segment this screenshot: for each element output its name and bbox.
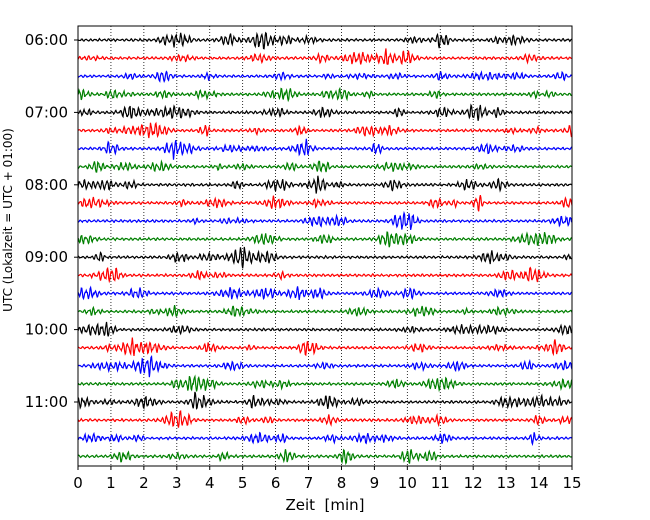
- x-tick-label: 14: [530, 474, 549, 492]
- trace-1145: [77, 448, 573, 466]
- x-tick-label: 15: [562, 474, 581, 492]
- plot-frame: [77, 25, 573, 467]
- trace-0715: [77, 121, 573, 139]
- trace-0945: [77, 304, 573, 318]
- trace-0700: [77, 103, 573, 121]
- trace-1015: [77, 337, 573, 357]
- trace-0730: [77, 138, 573, 160]
- trace-0930: [77, 285, 573, 301]
- x-tick-label: 8: [337, 474, 347, 492]
- x-tick-label: 1: [106, 474, 116, 492]
- x-tick-label: 2: [139, 474, 149, 492]
- trace-1030: [77, 355, 573, 378]
- y-tick-label: 06:00: [25, 31, 68, 49]
- trace-0600: [77, 31, 573, 50]
- x-tick-label: 5: [238, 474, 248, 492]
- seismic-traces: [77, 31, 573, 466]
- x-tick-label: 10: [398, 474, 417, 492]
- y-tick-label: 10:00: [25, 321, 68, 339]
- y-axis-ticks: 06:00 07:00 08:00 09:00 10:00 11:00: [25, 31, 78, 411]
- x-tick-label: 0: [73, 474, 83, 492]
- trace-0800: [77, 175, 573, 194]
- x-tick-label: 9: [370, 474, 380, 492]
- y-tick-label: 07:00: [25, 103, 68, 121]
- y-tick-label: 08:00: [25, 176, 68, 194]
- trace-0745: [77, 159, 573, 173]
- trace-0615: [77, 48, 573, 66]
- trace-0630: [77, 70, 573, 84]
- trace-0845: [77, 231, 573, 248]
- trace-0830: [77, 210, 573, 230]
- y-tick-label: 09:00: [25, 248, 68, 266]
- x-tick-label: 4: [205, 474, 215, 492]
- grid-lines: [110, 26, 540, 466]
- y-tick-label: 11:00: [25, 393, 68, 411]
- y-axis-label: UTC (Lokalzeit = UTC + 01:00): [1, 128, 15, 312]
- x-tick-label: 3: [172, 474, 182, 492]
- x-tick-label: 6: [271, 474, 281, 492]
- trace-1115: [77, 410, 573, 428]
- trace-1100: [77, 391, 573, 410]
- x-tick-label: 12: [464, 474, 483, 492]
- trace-1130: [77, 431, 573, 447]
- trace-0900: [77, 246, 573, 269]
- x-tick-label: 7: [304, 474, 314, 492]
- x-axis-label: Zeit [min]: [285, 496, 364, 514]
- trace-0915: [77, 266, 573, 284]
- trace-0815: [77, 195, 573, 212]
- x-tick-label: 13: [497, 474, 516, 492]
- x-tick-label: 11: [431, 474, 450, 492]
- x-axis-ticks: 0 1 2 3 4 5 6 7 8 9 10 11 12 13 14 15: [73, 466, 582, 492]
- trace-0645: [77, 86, 573, 103]
- trace-1000: [77, 321, 573, 337]
- trace-1045: [77, 374, 573, 393]
